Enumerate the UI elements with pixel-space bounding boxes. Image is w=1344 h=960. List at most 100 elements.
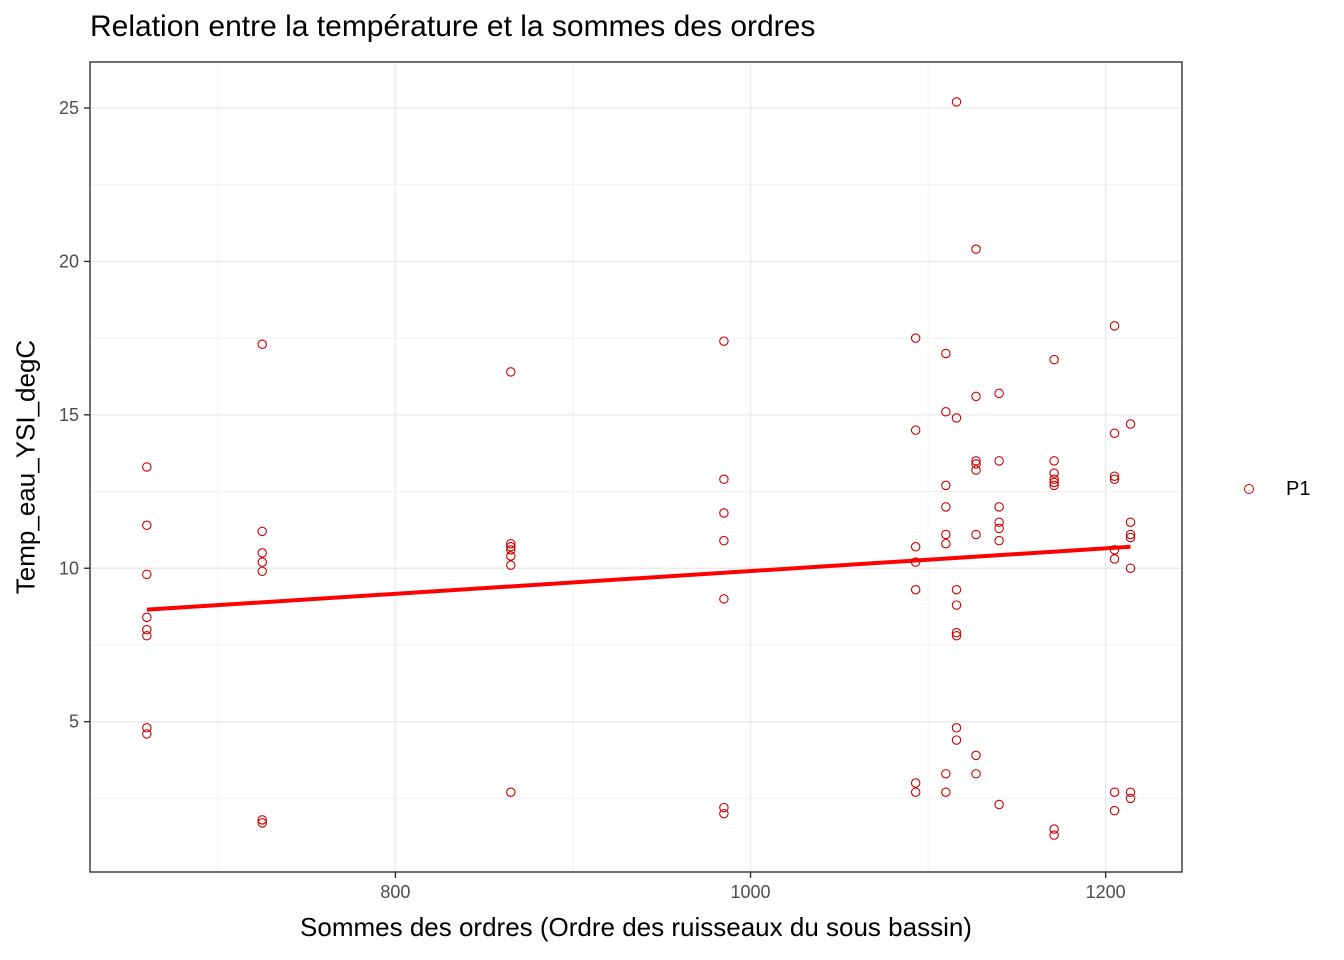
data-point bbox=[951, 630, 962, 641]
plot-panel-border bbox=[89, 61, 1183, 873]
data-point bbox=[951, 97, 962, 107]
data-point bbox=[1109, 471, 1120, 481]
data-point bbox=[971, 456, 981, 466]
data-point bbox=[994, 388, 1004, 399]
y-tick-label: 20 bbox=[59, 251, 79, 271]
data-point bbox=[257, 818, 267, 828]
data-point bbox=[142, 462, 152, 472]
data-point bbox=[910, 778, 921, 788]
data-point bbox=[941, 769, 951, 779]
data-point bbox=[1049, 830, 1059, 840]
data-point bbox=[994, 799, 1004, 810]
data-point bbox=[941, 407, 951, 417]
data-point bbox=[1125, 419, 1136, 429]
data-point bbox=[142, 569, 152, 580]
data-point bbox=[941, 348, 951, 359]
data-point bbox=[1049, 477, 1059, 488]
data-point bbox=[506, 560, 516, 570]
data-point bbox=[1109, 545, 1120, 555]
legend-key-open-circle-icon bbox=[1232, 476, 1266, 502]
data-point bbox=[951, 413, 962, 423]
data-point bbox=[910, 584, 921, 595]
data-point bbox=[1109, 805, 1120, 816]
data-point bbox=[994, 535, 1004, 546]
data-point bbox=[1125, 529, 1136, 540]
data-point bbox=[506, 551, 516, 561]
data-point bbox=[142, 729, 152, 739]
data-point bbox=[1049, 480, 1059, 491]
trend-line-group bbox=[146, 544, 1131, 612]
legend: P1 bbox=[1232, 476, 1310, 502]
data-point bbox=[910, 425, 921, 435]
data-point bbox=[1049, 468, 1059, 478]
data-point bbox=[994, 523, 1004, 534]
chart-title: Relation entre la température et la somm… bbox=[90, 10, 816, 43]
data-point bbox=[506, 787, 516, 797]
data-point bbox=[142, 630, 152, 641]
data-point bbox=[257, 548, 267, 558]
data-point bbox=[971, 750, 981, 761]
data-point bbox=[1109, 787, 1120, 797]
data-point bbox=[719, 474, 729, 485]
data-point bbox=[142, 624, 152, 635]
data-point bbox=[951, 627, 962, 638]
data-point bbox=[506, 542, 516, 552]
data-point bbox=[951, 600, 962, 610]
data-point bbox=[1049, 456, 1059, 466]
axis-ticks: 800 1000 1200 5 10 15 20 25 bbox=[59, 98, 1126, 902]
data-point bbox=[994, 456, 1004, 466]
y-tick-label: 5 bbox=[69, 712, 79, 732]
data-point bbox=[142, 723, 152, 733]
data-point bbox=[719, 594, 729, 604]
data-point bbox=[1109, 321, 1120, 331]
data-point bbox=[1125, 563, 1136, 573]
data-point bbox=[1125, 517, 1136, 527]
data-point bbox=[951, 735, 962, 745]
data-point bbox=[910, 557, 921, 567]
y-tick-label: 10 bbox=[59, 558, 79, 578]
data-point bbox=[257, 526, 267, 537]
data-points bbox=[142, 97, 1136, 840]
data-point bbox=[971, 391, 981, 402]
data-point bbox=[1109, 554, 1120, 564]
data-point bbox=[951, 584, 962, 595]
data-point bbox=[257, 339, 267, 350]
data-point bbox=[971, 459, 981, 469]
data-point bbox=[719, 508, 729, 518]
x-tick-label: 1200 bbox=[1086, 882, 1126, 902]
data-point bbox=[941, 787, 951, 797]
data-point bbox=[941, 529, 951, 540]
x-axis-label: Sommes des ordres (Ordre des ruisseaux d… bbox=[300, 912, 972, 942]
data-point bbox=[142, 612, 152, 623]
data-point bbox=[719, 808, 729, 819]
data-point bbox=[142, 520, 152, 531]
data-point bbox=[719, 802, 729, 813]
data-point bbox=[910, 787, 921, 797]
data-point bbox=[1125, 532, 1136, 543]
data-point bbox=[719, 535, 729, 546]
data-point bbox=[971, 244, 981, 254]
data-point bbox=[1109, 474, 1120, 485]
data-point bbox=[257, 557, 267, 567]
x-tick-label: 1000 bbox=[731, 882, 771, 902]
data-point bbox=[506, 538, 516, 549]
data-point bbox=[1049, 354, 1059, 365]
data-point bbox=[1049, 824, 1059, 834]
data-point bbox=[941, 538, 951, 549]
y-tick-label: 25 bbox=[59, 98, 79, 118]
major-gridlines bbox=[90, 62, 1182, 872]
data-point bbox=[506, 545, 516, 555]
x-tick-label: 800 bbox=[380, 882, 410, 902]
data-point bbox=[971, 465, 981, 475]
data-point bbox=[1125, 787, 1136, 797]
y-tick-label: 15 bbox=[59, 405, 79, 425]
data-point bbox=[506, 367, 516, 377]
data-point bbox=[257, 566, 267, 577]
data-point bbox=[951, 723, 962, 733]
trend-line bbox=[146, 544, 1131, 612]
data-point bbox=[910, 333, 921, 343]
data-point bbox=[941, 480, 951, 491]
data-point bbox=[1125, 793, 1136, 804]
y-axis-label: Temp_eau_YSI_degC bbox=[10, 339, 41, 595]
